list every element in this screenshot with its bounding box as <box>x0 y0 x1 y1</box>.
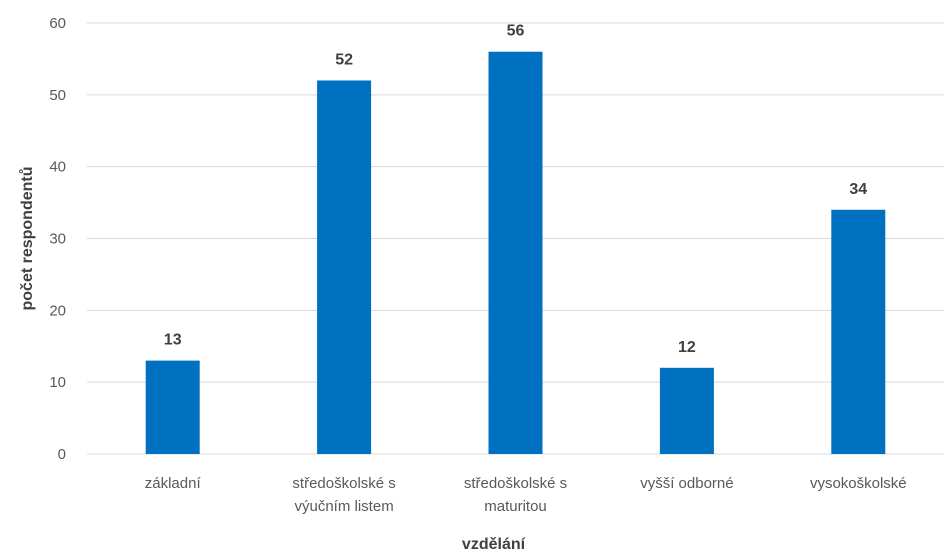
x-category-label: středoškolské s maturitou <box>464 475 567 515</box>
y-tick-label: 0 <box>58 446 66 463</box>
y-axis-title: počet respondentů <box>19 166 36 310</box>
data-label: 52 <box>335 51 353 68</box>
x-category-label: středoškolské s výučním listem <box>292 475 395 515</box>
bar <box>488 51 543 454</box>
data-label: 12 <box>678 339 696 356</box>
data-label: 13 <box>164 332 182 349</box>
x-category-label: vyšší odborné <box>640 475 733 492</box>
y-tick-label: 30 <box>49 231 66 248</box>
bar <box>145 360 200 454</box>
x-axis-title: vzdělání <box>462 536 526 553</box>
bar <box>317 80 372 454</box>
y-tick-label: 60 <box>49 15 66 32</box>
y-tick-label: 10 <box>49 374 66 391</box>
data-labels: 13 52 56 12 34 <box>164 23 867 356</box>
x-category-label: základní <box>145 475 202 492</box>
bar <box>831 209 886 454</box>
y-tick-label: 40 <box>49 159 66 176</box>
y-tick-label: 50 <box>49 87 66 104</box>
x-category-label: vysokoškolské <box>810 475 907 492</box>
data-label: 34 <box>849 181 867 198</box>
bar <box>659 367 714 454</box>
data-label: 56 <box>507 23 525 40</box>
y-tick-label: 20 <box>49 302 66 319</box>
bars <box>145 51 886 454</box>
x-axis-categories: základní středoškolské s výučním listem stř… <box>145 475 907 515</box>
y-axis-ticks: 0 10 20 30 40 50 60 <box>49 15 66 463</box>
